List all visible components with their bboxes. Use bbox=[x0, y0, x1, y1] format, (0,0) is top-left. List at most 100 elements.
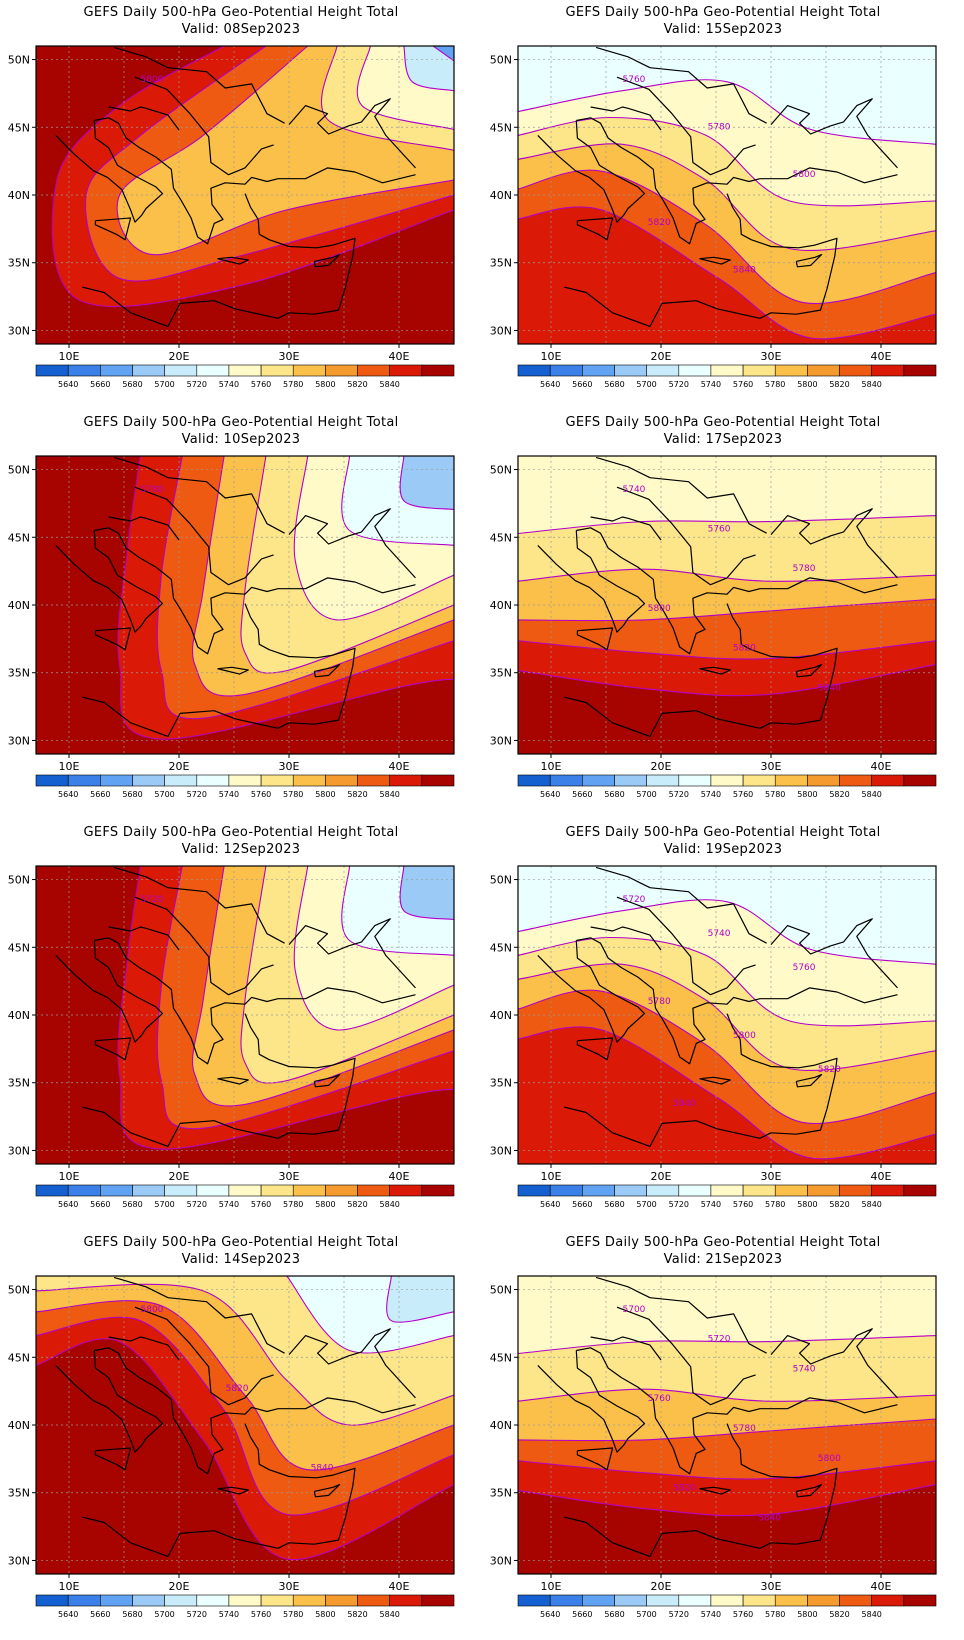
contour-label: 5800 bbox=[141, 1305, 164, 1315]
colorbar-label: 5640 bbox=[540, 380, 560, 389]
lat-tick-label: 35N bbox=[8, 1487, 30, 1500]
colorbar-label: 5800 bbox=[315, 1200, 335, 1209]
coastline bbox=[113, 456, 285, 534]
lat-tick-label: 35N bbox=[8, 257, 30, 270]
lat-tick-label: 30N bbox=[490, 1554, 512, 1567]
height-field bbox=[36, 1276, 454, 1574]
lat-tick-label: 40N bbox=[490, 1419, 512, 1432]
colorbar-label: 5780 bbox=[283, 790, 303, 799]
lat-tick-label: 45N bbox=[490, 1351, 512, 1364]
colorbar-label: 5760 bbox=[733, 790, 753, 799]
colorbar-swatch bbox=[903, 1594, 937, 1607]
coastline bbox=[699, 1076, 731, 1085]
coastline bbox=[82, 603, 356, 737]
contour-line bbox=[518, 116, 936, 207]
contour-line bbox=[36, 1316, 454, 1516]
colorbar-label: 5760 bbox=[251, 380, 271, 389]
colorbar-label: 5820 bbox=[829, 380, 849, 389]
colorbar-label: 5840 bbox=[862, 380, 882, 389]
contour-line bbox=[518, 1484, 936, 1517]
contour-label: 5760 bbox=[648, 1394, 671, 1404]
colorbar-swatch bbox=[196, 1184, 230, 1197]
contour-label: 5800 bbox=[793, 170, 816, 180]
contour-label: 5820 bbox=[818, 1065, 841, 1075]
height-field bbox=[36, 866, 454, 1164]
colorbar-label: 5760 bbox=[251, 790, 271, 799]
lat-tick-label: 45N bbox=[8, 121, 30, 134]
colorbar-swatch bbox=[871, 1594, 905, 1607]
lat-tick-label: 30N bbox=[8, 734, 30, 747]
colorbar-label: 5740 bbox=[701, 790, 721, 799]
coastline bbox=[313, 1074, 341, 1088]
colorbar-label: 5660 bbox=[90, 1200, 110, 1209]
colorbar-label: 5680 bbox=[122, 790, 142, 799]
colorbar-label: 5740 bbox=[701, 380, 721, 389]
coastline bbox=[795, 254, 823, 268]
colorbar-swatch bbox=[549, 1184, 583, 1197]
lat-tick-label: 45N bbox=[8, 941, 30, 954]
coastline bbox=[217, 256, 249, 265]
coastline bbox=[576, 627, 614, 651]
colorbar-label: 5800 bbox=[797, 1200, 817, 1209]
colorbar-label: 5840 bbox=[862, 1200, 882, 1209]
colorbar-swatch bbox=[67, 1184, 101, 1197]
colorbar-swatch bbox=[710, 1184, 744, 1197]
coastline bbox=[313, 1484, 341, 1498]
colorbar-swatch bbox=[582, 1594, 615, 1607]
colorbar-swatch bbox=[742, 774, 776, 787]
map-svg: 5720 50N 45N 40N 35N 30N 10E 20E 30E 40E 5640 5660 5… bbox=[8, 865, 455, 1209]
colorbar-swatch bbox=[67, 364, 101, 377]
coastline bbox=[108, 1336, 180, 1361]
colorbar-label: 5720 bbox=[669, 790, 689, 799]
contour-label: 5840 bbox=[733, 266, 756, 276]
panel-title: GEFS Daily 500-hPa Geo-Potential Height … bbox=[565, 5, 881, 20]
lat-tick-label: 40N bbox=[8, 599, 30, 612]
map-svg: 5740 5760 5780 5800 5820 5840 50N 45N 40N 35N 30N 1… bbox=[490, 455, 937, 799]
lat-tick-label: 45N bbox=[490, 941, 512, 954]
coastline bbox=[590, 106, 662, 131]
colorbar-swatch bbox=[421, 774, 455, 787]
coastline bbox=[770, 918, 898, 989]
lat-tick-label: 50N bbox=[8, 1284, 30, 1297]
colorbar-label: 5720 bbox=[669, 380, 689, 389]
map-panel-12sep: GEFS Daily 500-hPa Geo-Potential Height … bbox=[0, 820, 482, 1230]
colorbar-swatch bbox=[389, 774, 423, 787]
colorbar-label: 5820 bbox=[829, 1200, 849, 1209]
contour-label: 5780 bbox=[648, 997, 671, 1007]
colorbar-label: 5820 bbox=[829, 1610, 849, 1619]
contour-label: 5800 bbox=[648, 604, 671, 614]
lat-tick-label: 30N bbox=[8, 324, 30, 337]
lat-tick-label: 50N bbox=[8, 874, 30, 887]
coastline bbox=[94, 1347, 416, 1475]
colorbar-swatch bbox=[614, 1184, 648, 1197]
map-panel-15sep: GEFS Daily 500-hPa Geo-Potential Height … bbox=[482, 0, 964, 410]
colorbar-swatch bbox=[742, 1594, 776, 1607]
colorbar-swatch bbox=[614, 364, 648, 377]
colorbar-swatch bbox=[774, 1594, 808, 1607]
contour-line bbox=[518, 989, 936, 1125]
height-field bbox=[518, 866, 936, 1164]
lon-tick-label: 30E bbox=[279, 1580, 300, 1593]
colorbar-swatch bbox=[903, 774, 937, 787]
colorbar-swatch bbox=[35, 364, 69, 377]
colorbar-swatch bbox=[389, 364, 423, 377]
colorbar-swatch bbox=[228, 364, 262, 377]
colorbar-label: 5640 bbox=[540, 1610, 560, 1619]
colorbar-swatch bbox=[807, 364, 840, 377]
colorbar-swatch bbox=[100, 774, 133, 787]
colorbar-label: 5740 bbox=[219, 1200, 239, 1209]
colorbar-label: 5660 bbox=[572, 790, 592, 799]
colorbar-label: 5820 bbox=[347, 380, 367, 389]
lon-tick-label: 40E bbox=[871, 760, 892, 773]
contour-line bbox=[293, 456, 454, 621]
colorbar-swatch bbox=[710, 774, 744, 787]
colorbar-label: 5640 bbox=[58, 1200, 78, 1209]
lon-tick-label: 20E bbox=[651, 1580, 672, 1593]
lon-tick-label: 20E bbox=[169, 760, 190, 773]
colorbar-label: 5680 bbox=[604, 1200, 624, 1209]
lat-tick-label: 45N bbox=[490, 531, 512, 544]
colorbar-swatch bbox=[228, 1594, 262, 1607]
colorbar-swatch bbox=[132, 1594, 166, 1607]
colorbar-label: 5800 bbox=[797, 1610, 817, 1619]
coastline bbox=[576, 1447, 614, 1471]
